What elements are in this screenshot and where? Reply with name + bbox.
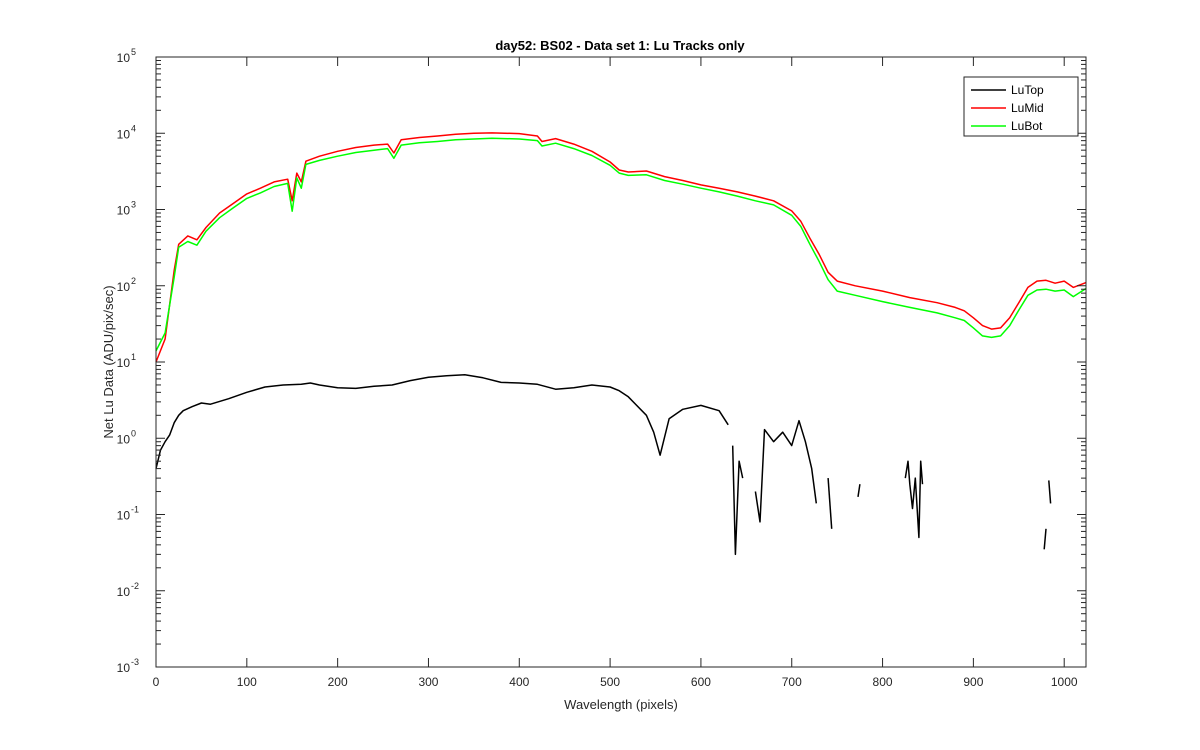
- y-axis-label: Net Lu Data (ADU/pix/sec): [101, 285, 116, 438]
- y-tick-label: 10: [117, 432, 131, 446]
- x-tick-label: 100: [237, 675, 257, 689]
- series-line-lutop: [904, 460, 924, 539]
- y-tick-label-exponent: 5: [131, 47, 136, 57]
- x-tick-label: 200: [328, 675, 348, 689]
- y-tick-label: 10: [117, 509, 131, 523]
- y-tick-label-exponent: -3: [131, 657, 139, 667]
- legend-label-lubot: LuBot: [1011, 119, 1043, 133]
- y-tick-label: 10: [117, 51, 131, 65]
- y-tick-label-base: 10: [117, 204, 131, 218]
- legend-label-lumid: LuMid: [1011, 101, 1044, 115]
- series-line-lutop: [857, 484, 861, 498]
- x-tick-label: 900: [963, 675, 983, 689]
- series-line-lumid: [155, 132, 1087, 363]
- y-tick-label-exponent: -1: [131, 505, 139, 515]
- x-axis-label: Wavelength (pixels): [564, 697, 678, 712]
- y-tick-label-exponent: -2: [131, 581, 139, 591]
- y-tick-label-exponent: 4: [131, 123, 136, 133]
- series-line-lutop: [1043, 528, 1047, 550]
- series-lutop: [155, 374, 1052, 556]
- series-line-lutop: [155, 374, 729, 469]
- y-tick-label: 10: [117, 127, 131, 141]
- x-tick-label: 300: [418, 675, 438, 689]
- y-tick-label-exponent: 2: [131, 276, 136, 286]
- y-tick-label: 10: [117, 280, 131, 294]
- x-tick-label: 1000: [1051, 675, 1078, 689]
- y-tick-label-exponent: 0: [131, 428, 136, 438]
- y-tick-label: 10: [117, 204, 131, 218]
- series-line-lubot: [155, 137, 1087, 352]
- y-tick-label-exponent: 1: [131, 352, 136, 362]
- y-tick-label-base: 10: [117, 51, 131, 65]
- y-tick-label: 10: [117, 661, 131, 675]
- chart-title: day52: BS02 - Data set 1: Lu Tracks only: [495, 38, 745, 53]
- y-tick-label-base: 10: [117, 661, 131, 675]
- series-lumid: [155, 132, 1087, 363]
- y-tick-label-base: 10: [117, 356, 131, 370]
- x-tick-label: 500: [600, 675, 620, 689]
- x-tick-label: 600: [691, 675, 711, 689]
- y-tick-label-base: 10: [117, 127, 131, 141]
- x-tick-label: 0: [153, 675, 160, 689]
- y-tick-label-base: 10: [117, 585, 131, 599]
- y-tick-label: 10: [117, 356, 131, 370]
- x-tick-label: 400: [509, 675, 529, 689]
- x-axis-ticks: 0 100 200 300 400 500 600 700 800 900 1000: [153, 57, 1078, 689]
- y-tick-label: 10: [117, 585, 131, 599]
- series-line-lutop: [1048, 480, 1052, 504]
- series-line-lutop: [754, 419, 818, 523]
- y-tick-label-exponent: 3: [131, 200, 136, 210]
- y-tick-label-base: 10: [117, 280, 131, 294]
- legend-label-lutop: LuTop: [1011, 83, 1044, 97]
- plot-area: [156, 57, 1086, 667]
- series-line-lutop: [827, 478, 833, 529]
- legend: LuTop LuMid LuBot: [963, 76, 1079, 137]
- x-tick-label: 700: [782, 675, 802, 689]
- series-layer: [155, 132, 1087, 556]
- y-tick-label-base: 10: [117, 509, 131, 523]
- y-tick-label-base: 10: [117, 432, 131, 446]
- series-lubot: [155, 137, 1087, 352]
- series-line-lutop: [731, 445, 744, 556]
- x-tick-label: 800: [873, 675, 893, 689]
